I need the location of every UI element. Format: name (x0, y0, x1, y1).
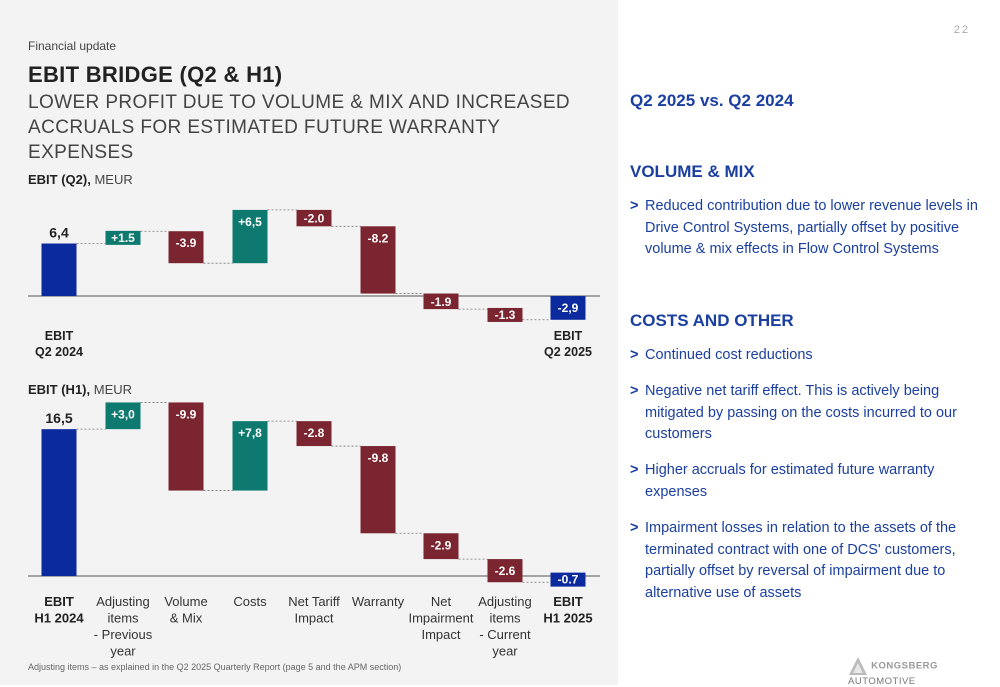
data-label-q2-0: 6,4 (49, 225, 69, 241)
company-logo: KONGSBERG AUTOMOTIVE (848, 656, 1000, 687)
axis-label-h1-7-2: - Current (479, 627, 531, 642)
data-label-h1-8: -0.7 (558, 573, 579, 587)
data-label-h1-6: -2.9 (431, 538, 452, 552)
axis-label-h1-0-1: H1 2024 (34, 611, 84, 626)
data-label-q2-1: +1.5 (111, 231, 135, 245)
breadcrumb: Financial update (28, 39, 117, 53)
section-title-costs-other: COSTS AND OTHER (630, 311, 794, 330)
chart-title-q2: EBIT (Q2), MEUR (28, 172, 133, 187)
data-label-q2-3: +6,5 (238, 215, 262, 229)
waterfall-charts: 6,4 +1.5 -3.9 +6,5 -2.0 -8.2 -1.9 -1.3 -2,9 EBIT Q… (28, 209, 600, 659)
bar-h1-5 (360, 446, 396, 534)
page-number: 22 (953, 24, 970, 36)
bullet-volume-mix-1: > Reduced contribution due to lower reven… (630, 198, 978, 257)
axis-label-h1-1-2: - Previous (94, 627, 153, 642)
bar-h1-4 (296, 421, 332, 447)
bullet-costs-3: > Higher accruals for estimated future wa… (630, 462, 935, 500)
axis-label-h1-8-0: EBIT (553, 594, 583, 609)
axis-label-h1-1-3: year (110, 644, 136, 659)
data-label-q2-6: -1.9 (431, 295, 452, 309)
bar-q2-2 (168, 231, 204, 264)
bar-h1-1 (105, 402, 141, 430)
axis-label-h1-7-3: year (492, 644, 518, 659)
axis-label-q2-8-0: EBIT (554, 329, 583, 343)
label-bg-q2-1 (105, 230, 141, 245)
axis-label-h1-6-1: Impairment (408, 611, 473, 626)
bar-q2-3 (232, 209, 268, 264)
axis-label-h1-4-0: Net Tariff (288, 594, 340, 609)
axis-label-h1-8-1: H1 2025 (543, 611, 592, 626)
data-label-q2-7: -1.3 (495, 308, 516, 322)
bullet-costs-1: > Continued cost reductions (630, 347, 813, 363)
data-label-h1-4: -2.8 (304, 426, 325, 440)
data-label-q2-2: -3.9 (176, 236, 197, 250)
bullet-costs-2: > Negative net tariff effect. This is act… (630, 383, 957, 442)
data-label-h1-3: +7,8 (238, 426, 262, 440)
data-label-h1-5: -9.8 (368, 451, 389, 465)
footnote: Adjusting items – as explained in the Q2… (28, 662, 402, 672)
page-title: EBIT BRIDGE (Q2 & H1) (28, 62, 283, 87)
axis-label-q2-8-1: Q2 2025 (544, 345, 592, 359)
label-bg-q2-4 (296, 211, 332, 226)
page-subtitle: LOWER PROFIT DUE TO VOLUME & MIX AND INC… (28, 92, 571, 163)
data-label-q2-8: -2,9 (558, 301, 579, 315)
bar-h1-2 (168, 402, 204, 491)
axis-label-h1-6-0: Net (431, 594, 452, 609)
bar-h1-7 (487, 559, 523, 583)
axis-label-h1-7-0: Adjusting (478, 594, 531, 609)
data-label-h1-7: -2.6 (495, 564, 516, 578)
axis-label-h1-2-1: & Mix (170, 611, 203, 626)
label-bg-h1-8 (550, 572, 586, 587)
axis-label-h1-5-0: Warranty (352, 594, 405, 609)
axis-label-h1-7-1: items (489, 611, 521, 626)
bar-h1-0 (41, 429, 77, 576)
bar-h1-3 (232, 421, 268, 491)
section-title-volume-mix: VOLUME & MIX (630, 162, 755, 181)
comparison-heading: Q2 2025 vs. Q2 2024 (630, 91, 794, 110)
axis-label-h1-4-1: Impact (294, 611, 333, 626)
bar-h1-6 (423, 533, 459, 560)
bar-q2-0 (41, 243, 77, 296)
axis-label-q2-0-1: Q2 2024 (35, 345, 83, 359)
bar-q2-5 (360, 226, 396, 294)
axis-label-h1-2-0: Volume (164, 594, 207, 609)
axis-label-q2-0-0: EBIT (45, 329, 74, 343)
data-label-h1-0: 16,5 (45, 410, 72, 426)
axis-label-h1-3-0: Costs (233, 594, 267, 609)
bullet-costs-4: > Impairment losses in relation to the as… (630, 520, 957, 601)
axis-label-h1-1-0: Adjusting (96, 594, 149, 609)
logo-icon (849, 657, 867, 675)
axis-label-h1-1-1: items (107, 611, 139, 626)
data-label-q2-5: -8.2 (368, 231, 389, 245)
data-label-h1-1: +3,0 (111, 407, 135, 421)
label-bg-q2-7 (487, 307, 523, 322)
axis-label-h1-6-2: Impact (421, 627, 460, 642)
chart-title-h1: EBIT (H1), MEUR (28, 382, 133, 397)
right-panel (618, 0, 1000, 685)
axis-label-h1-0-0: EBIT (44, 594, 74, 609)
data-label-q2-4: -2.0 (304, 212, 325, 226)
bar-q2-8 (550, 296, 586, 320)
label-bg-q2-6 (423, 294, 459, 309)
data-label-h1-2: -9.9 (176, 407, 197, 421)
